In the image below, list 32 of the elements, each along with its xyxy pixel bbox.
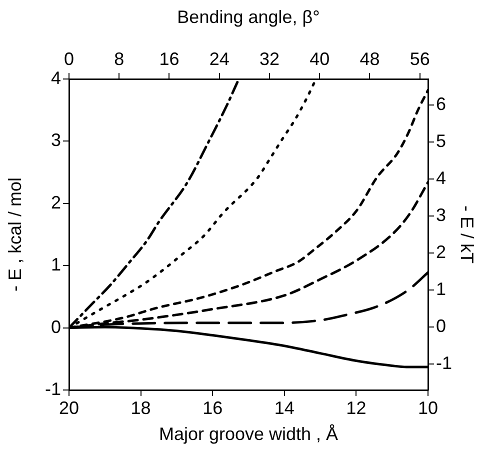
y-tick-label: -1: [44, 378, 61, 399]
y2-tick-label: 0: [436, 316, 446, 336]
y-tick-label: 1: [50, 254, 61, 275]
x2-tick-label: 8: [114, 49, 124, 70]
x-tick-label: 10: [418, 398, 438, 418]
y2-tick-label: 5: [436, 130, 446, 151]
x-tick-label: 14: [274, 398, 294, 418]
y2-tick-label: 6: [436, 94, 446, 114]
x-tick-label: 18: [130, 398, 151, 418]
y2-tick-label: -1: [436, 353, 452, 374]
y-tick-label: 2: [50, 192, 61, 212]
y-tick-label: 3: [50, 130, 61, 150]
y-tick-label: 0: [50, 316, 61, 337]
x2-tick-label: 0: [64, 49, 74, 70]
y2-tick-label: 1: [436, 279, 446, 300]
y2-tick-label: 2: [436, 242, 446, 262]
y2-tick-label: 3: [436, 204, 446, 225]
y-axis-title: - E , kcal / mol: [4, 177, 25, 292]
x-tick-label: 16: [202, 398, 223, 418]
y-tick-label: 4: [50, 68, 61, 88]
x-tick-label: 12: [346, 398, 366, 418]
x-tick-label: 20: [58, 398, 80, 418]
x2-tick-label: 16: [159, 49, 180, 70]
x2-axis-title: Bending angle, β°: [177, 6, 320, 27]
x2-tick-label: 24: [209, 49, 230, 70]
y2-tick-label: 4: [436, 168, 446, 188]
y2-axis-title: - E / kT: [457, 206, 478, 264]
x-axis-title: Major groove width , Å: [158, 424, 338, 444]
x2-tick-label: 40: [310, 49, 330, 70]
x2-tick-label: 56: [410, 49, 430, 70]
x2-tick-label: 32: [259, 49, 280, 70]
x2-tick-label: 48: [360, 49, 380, 70]
